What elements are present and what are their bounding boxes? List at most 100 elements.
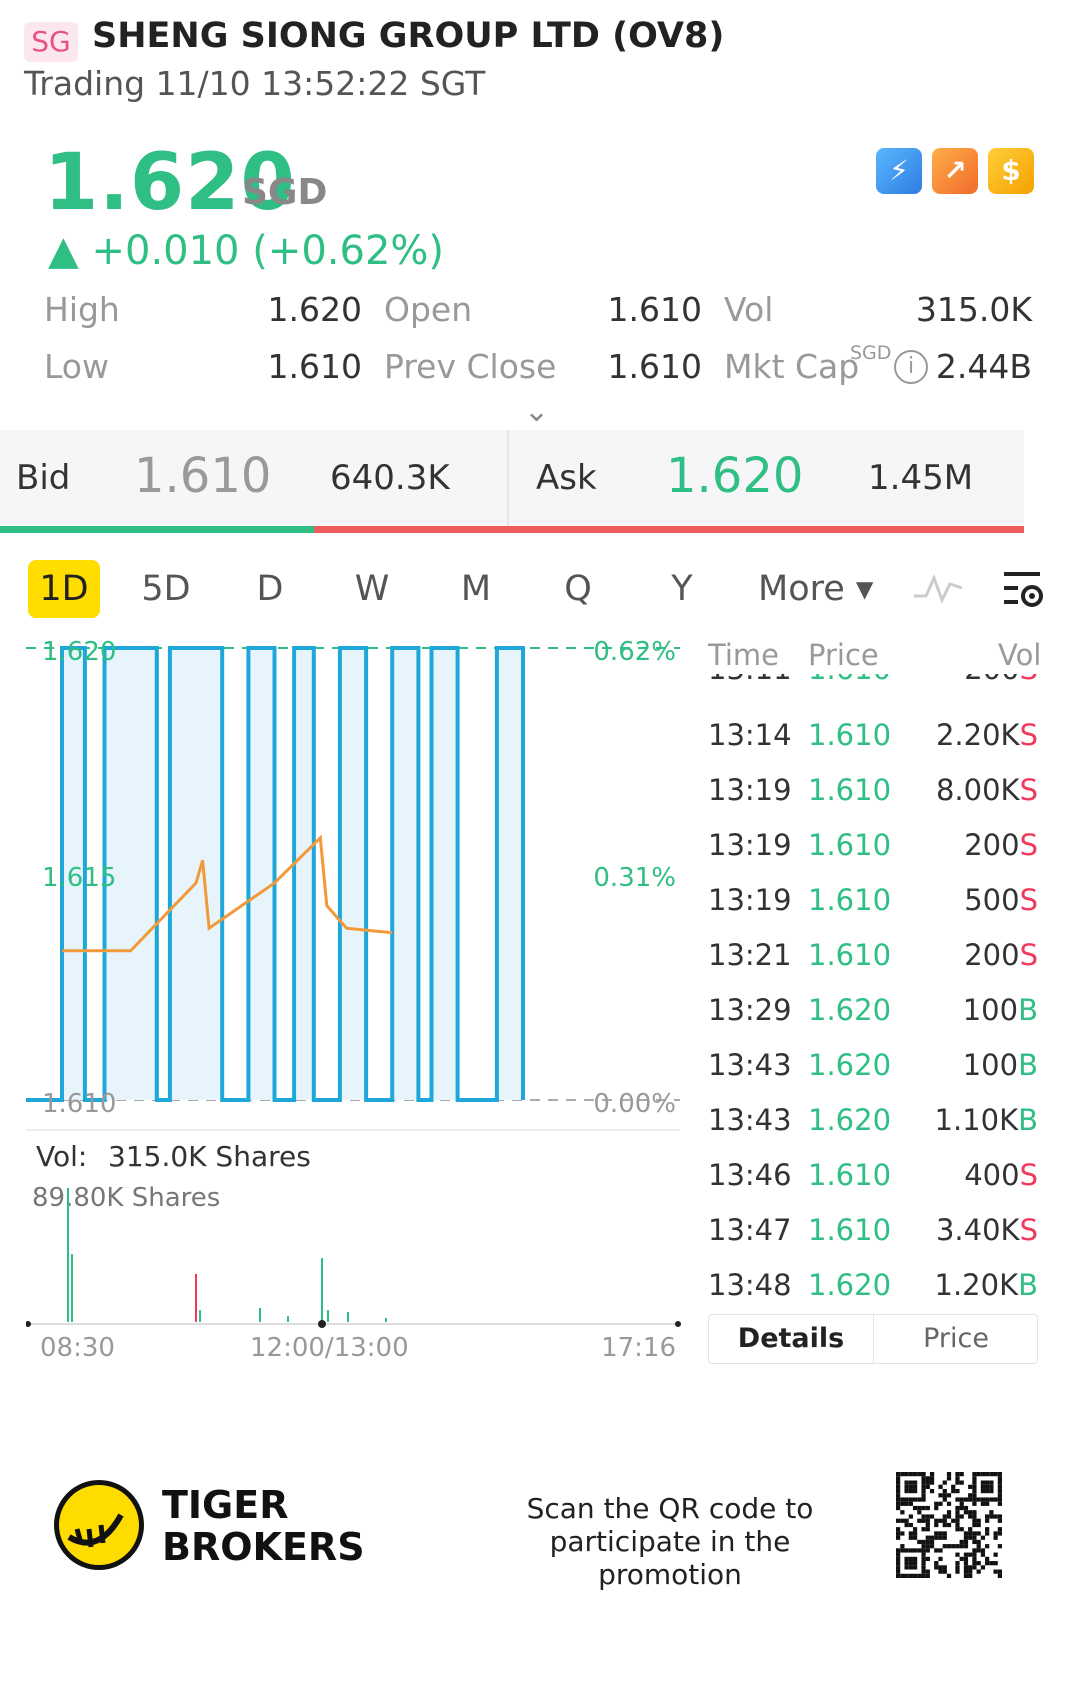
trade-volume: 8.00KS (935, 773, 1038, 807)
mkt-cap-value: 2.44B (935, 347, 1032, 386)
time-label-end: 17:16 (601, 1333, 676, 1363)
average-price-line (62, 834, 393, 953)
trade-price: 1.610 (808, 938, 892, 972)
trade-row: 13:21 1.610 200S (708, 938, 1038, 978)
brand-line-1: TIGER (162, 1483, 289, 1527)
tab-d[interactable]: D (256, 569, 284, 609)
bid-label: Bid (16, 458, 71, 498)
axis-dot (675, 1321, 681, 1327)
trade-time: 13:19 (708, 828, 792, 862)
high-label: High (44, 290, 120, 329)
qr-code (896, 1472, 1002, 1578)
bid-price: 1.610 (134, 448, 272, 504)
trades-header-vol: Vol (998, 638, 1042, 672)
trade-row: 13:19 1.610 200S (708, 828, 1038, 868)
time-label-mid: 12:00/13:00 (250, 1333, 409, 1363)
trade-price: 1.620 (808, 1048, 892, 1082)
trade-row: 13:46 1.610 400S (708, 1158, 1038, 1198)
trade-volume: 200S (964, 938, 1038, 972)
tiger-logo (54, 1480, 144, 1570)
low-value: 1.610 (267, 347, 362, 386)
mkt-cap-label: Mkt Cap (724, 347, 860, 386)
trade-volume: 500S (964, 883, 1038, 917)
price-label-mid: 1.615 (42, 863, 116, 893)
tab-y[interactable]: Y (671, 569, 693, 609)
bid-ask-divider (507, 430, 509, 530)
intraday-chart[interactable]: 1.620 1.615 1.610 0.62% 0.31% 0.00% Vol:… (26, 634, 686, 1364)
trade-volume: 1.10KB (934, 1103, 1039, 1137)
pct-label-bottom: 0.00% (593, 1089, 676, 1119)
high-value: 1.620 (267, 290, 362, 329)
vol-value: 315.0K (915, 290, 1032, 329)
market-badge: SG (24, 22, 78, 62)
tab-more[interactable]: More ▾ (758, 569, 874, 609)
tab-q[interactable]: Q (564, 569, 592, 609)
trade-price: 1.610 (808, 773, 892, 807)
current-price: 1.620 (44, 138, 296, 228)
trade-volume: 100B (962, 993, 1038, 1027)
trade-price: 1.610 (808, 883, 892, 917)
trade-volume: 3.40KS (935, 1213, 1038, 1247)
price-change: ▲ +0.010 (+0.62%) (48, 228, 445, 274)
trade-row: 13:47 1.610 3.40KS (708, 1213, 1038, 1253)
trade-volume: 1.20KB (934, 1268, 1039, 1302)
axis-dot (26, 1321, 31, 1327)
pct-label-top: 0.62% (593, 637, 676, 667)
tab-details[interactable]: Details (709, 1315, 874, 1363)
ask-label: Ask (536, 458, 597, 498)
lightning-icon[interactable]: ⚡ (876, 148, 922, 194)
prev-close-label: Prev Close (384, 347, 557, 386)
indicator-icon[interactable] (912, 570, 964, 606)
bid-size: 640.3K (330, 458, 450, 498)
tab-5d[interactable]: 5D (141, 569, 191, 609)
trade-volume: 2.20KS (935, 718, 1038, 752)
trade-price: 1.610 (808, 1213, 892, 1247)
info-icon[interactable]: i (894, 350, 928, 384)
tab-m[interactable]: M (460, 569, 492, 609)
open-label: Open (384, 290, 473, 329)
bid-ask-panel (0, 430, 1024, 530)
brand-line-2: BROKERS (162, 1525, 365, 1569)
tab-1d[interactable]: 1D (28, 560, 100, 618)
trades-header-time: Time (708, 638, 779, 672)
trading-status: Trading 11/10 13:52:22 SGT (24, 64, 486, 103)
prev-close-value: 1.610 (607, 347, 702, 386)
trade-row: 13:19 1.610 8.00KS (708, 773, 1038, 813)
currency-label: SGD (242, 172, 328, 213)
trade-price: 1.610 (808, 718, 892, 752)
trade-time: 13:29 (708, 993, 792, 1027)
trade-volume: 200S (964, 828, 1038, 862)
trade-time: 13:43 (708, 1048, 792, 1082)
tab-price[interactable]: Price (923, 1323, 989, 1354)
trade-time: 13:47 (708, 1213, 792, 1247)
vol-label: Vol (724, 290, 774, 329)
axis-dot (318, 1320, 326, 1328)
chart-settings-icon[interactable] (1000, 566, 1048, 610)
promo-line-1: Scan the QR code to (526, 1492, 814, 1525)
ask-size: 1.45M (868, 458, 974, 498)
mkt-cap-currency: SGD (850, 342, 892, 364)
chevron-down-icon[interactable]: ⌄ (524, 394, 550, 429)
promo-text: Scan the QR code to participate in the p… (480, 1492, 860, 1591)
brand-name: TIGER BROKERS (162, 1484, 365, 1568)
dollar-icon[interactable]: $ (988, 148, 1034, 194)
tab-w[interactable]: W (354, 569, 390, 609)
trade-time: 13:14 (708, 718, 792, 752)
trade-price: 1.620 (808, 993, 892, 1027)
volume-bars (67, 1188, 387, 1322)
trade-volume: 400S (964, 1158, 1038, 1192)
trade-price: 1.620 (808, 1268, 892, 1302)
trade-row: 13:29 1.620 100B (708, 993, 1038, 1033)
trade-row: 13:14 1.610 2.20KS (708, 718, 1038, 758)
trades-header-price: Price (808, 638, 879, 672)
trade-time: 13:43 (708, 1103, 792, 1137)
trade-time: 13:19 (708, 773, 792, 807)
trade-row: 13:43 1.620 100B (708, 1048, 1038, 1088)
trade-volume: 100B (962, 1048, 1038, 1082)
price-label-top: 1.620 (42, 637, 116, 667)
trade-row: 13:19 1.610 500S (708, 883, 1038, 923)
trade-price: 1.610 (808, 828, 892, 862)
trend-icon[interactable]: ↗ (932, 148, 978, 194)
ask-price: 1.620 (666, 448, 804, 504)
trade-time: 13:21 (708, 938, 792, 972)
